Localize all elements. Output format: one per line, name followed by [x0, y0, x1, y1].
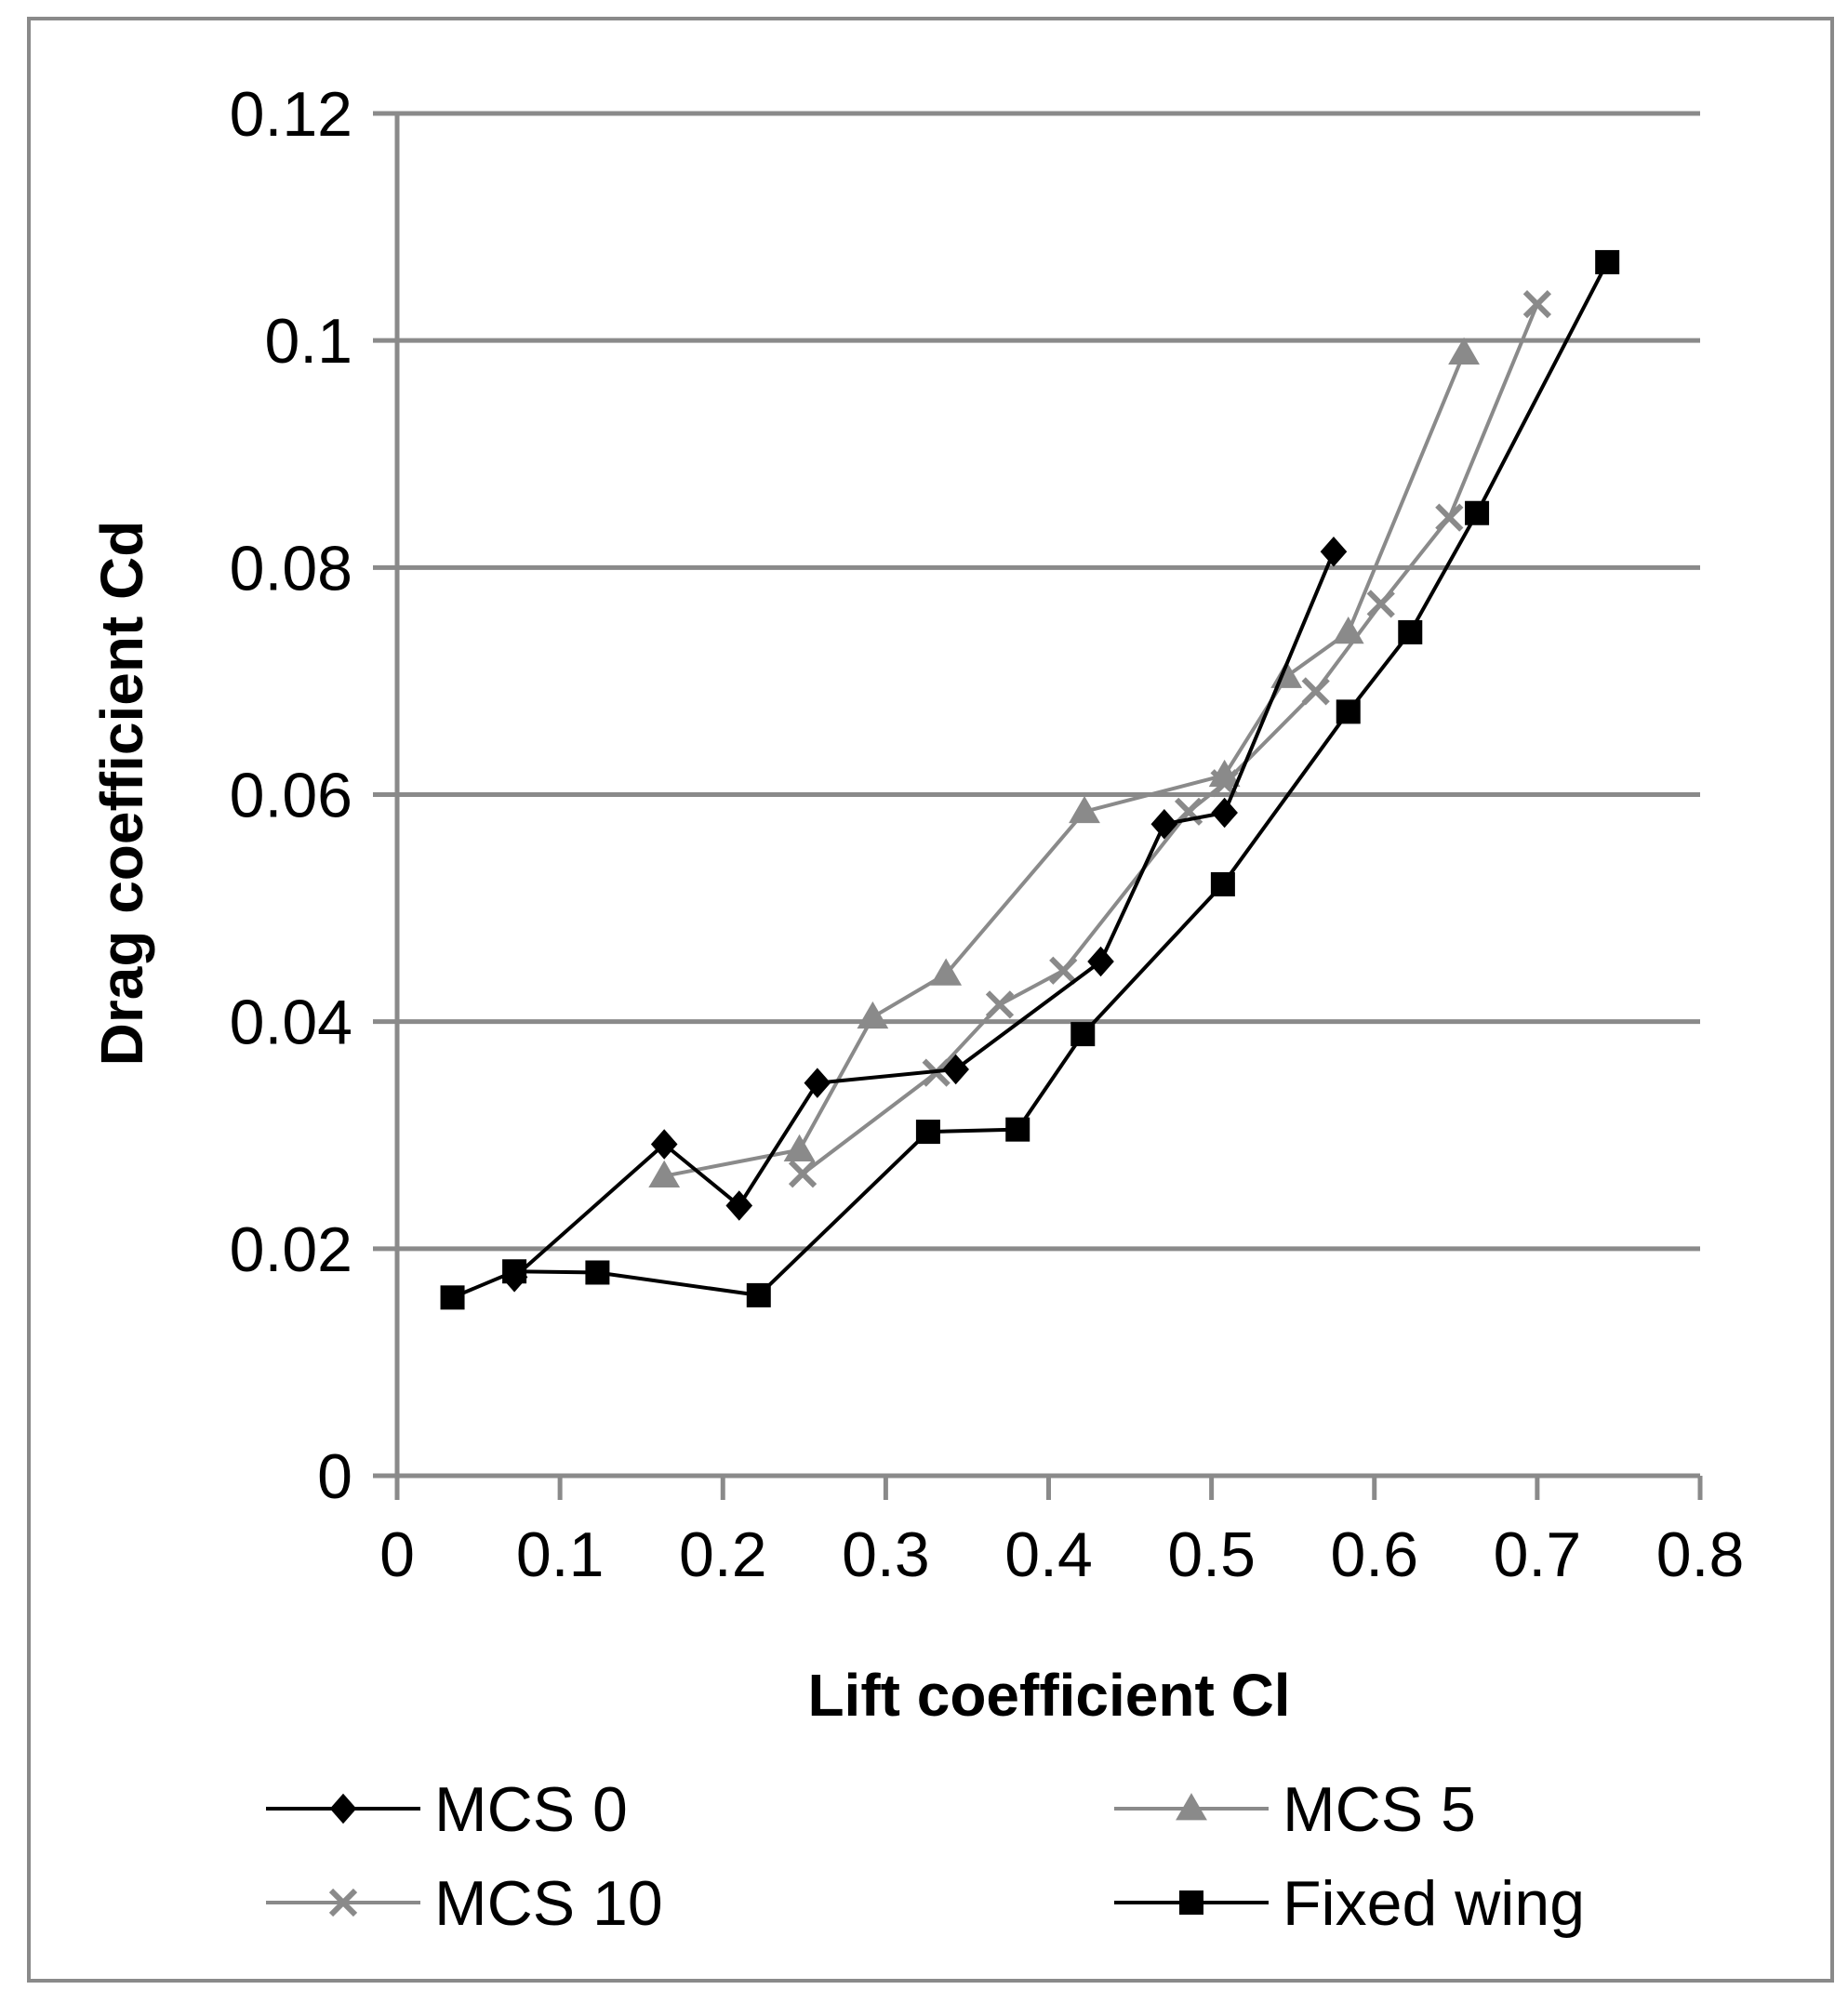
x-marker-stroke	[1210, 769, 1239, 798]
data-point-mcs-10	[1522, 289, 1551, 319]
x-marker-stroke	[1301, 677, 1330, 706]
data-point-mcs-5	[648, 1160, 681, 1188]
chart-border	[27, 17, 1834, 1983]
data-point-mcs-5	[783, 1134, 816, 1161]
data-point-mcs-10	[1049, 956, 1078, 985]
data-point-mcs-10	[985, 990, 1015, 1019]
y-tick-label: 0.08	[230, 533, 352, 604]
legend-label: MCS 5	[1283, 1774, 1476, 1845]
data-point-fixed-wing	[746, 1282, 771, 1307]
data-point-fixed-wing	[1070, 1022, 1096, 1047]
series-fixed-wing	[440, 249, 1620, 1310]
data-point-fixed-wing	[1005, 1117, 1030, 1142]
x-tick-label: 0.3	[842, 1519, 930, 1590]
x-marker-stroke	[788, 1160, 818, 1188]
legend-marker	[328, 1888, 358, 1917]
data-point-fixed-wing	[1595, 249, 1620, 274]
data-point-mcs-5	[930, 958, 963, 986]
data-point-mcs-0	[804, 1068, 831, 1098]
x-tick-label: 0.4	[1004, 1519, 1093, 1590]
data-point-mcs-0	[1211, 797, 1238, 829]
data-point-mcs-10	[1435, 503, 1464, 532]
data-point-mcs-10	[788, 1160, 818, 1188]
y-axis-title: Drag coefficient Cd	[88, 521, 155, 1067]
data-point-mcs-0	[942, 1054, 969, 1085]
data-point-mcs-0	[1150, 808, 1178, 840]
data-point-mcs-10	[1366, 590, 1395, 618]
data-point-mcs-5	[1208, 759, 1241, 788]
legend-item-fixed-wing: Fixed wing	[1114, 1868, 1585, 1939]
legend-marker	[329, 1793, 357, 1824]
x-tick-label: 0	[379, 1519, 415, 1590]
legend-item-mcs-10: MCS 10	[266, 1868, 663, 1939]
data-point-mcs-5	[857, 1001, 889, 1029]
legend-item-mcs-5: MCS 5	[1114, 1774, 1476, 1845]
x-marker-stroke	[1366, 590, 1395, 618]
data-point-mcs-10	[1301, 677, 1330, 706]
data-point-mcs-5	[1069, 795, 1100, 824]
x-marker-stroke	[985, 990, 1015, 1019]
data-point-fixed-wing	[1210, 871, 1235, 896]
x-tick-label: 0.6	[1330, 1519, 1418, 1590]
x-tick-label: 0.5	[1167, 1519, 1256, 1590]
data-point-mcs-0	[1087, 946, 1114, 977]
x-marker-stroke	[1522, 289, 1551, 319]
axes	[373, 111, 1703, 1500]
x-tick-label: 0.7	[1494, 1519, 1582, 1590]
y-tick-label: 0.02	[230, 1214, 352, 1285]
legend-item-mcs-0: MCS 0	[266, 1774, 628, 1845]
legend-label: MCS 0	[434, 1774, 628, 1845]
x-tick-label: 0.1	[516, 1519, 605, 1590]
data-point-fixed-wing	[440, 1285, 465, 1310]
data-point-fixed-wing	[585, 1260, 610, 1285]
y-tick-label: 0.1	[264, 306, 352, 377]
data-series	[440, 249, 1620, 1310]
series-mcs-10	[788, 289, 1551, 1188]
y-tick-label: 0.12	[230, 79, 352, 150]
data-point-fixed-wing	[1398, 619, 1423, 644]
x-marker-stroke	[1435, 503, 1464, 532]
legend-label: MCS 10	[434, 1868, 663, 1939]
data-point-fixed-wing	[915, 1120, 940, 1145]
grid-lines	[397, 111, 1700, 1252]
legend: MCS 0 MCS 5 MCS 10 Fixed wing	[266, 1774, 1585, 1939]
series-line-fixed-wing	[451, 260, 1609, 1300]
y-tick-label: 0.06	[230, 761, 352, 831]
x-marker-stroke	[1049, 956, 1078, 985]
x-tick-label: 0.2	[679, 1519, 767, 1590]
x-axis-title: Lift coefficient Cl	[807, 1662, 1290, 1729]
legend-marker	[1179, 1890, 1203, 1915]
y-tick-label: 0.04	[230, 988, 352, 1058]
data-point-fixed-wing	[1465, 500, 1490, 525]
data-point-mcs-0	[1320, 536, 1348, 567]
data-point-mcs-0	[650, 1129, 678, 1160]
data-point-fixed-wing	[1336, 699, 1361, 724]
data-point-mcs-0	[725, 1190, 753, 1221]
data-point-fixed-wing	[502, 1259, 527, 1284]
tick-labels: 0 0.02 0.04 0.06 0.08 0.1 0.12 0 0.1 0.2 0.3 0.4 0.5…	[230, 79, 1745, 1590]
legend-label: Fixed wing	[1283, 1868, 1585, 1939]
x-marker-stroke	[328, 1888, 358, 1917]
data-point-mcs-5	[1448, 337, 1480, 365]
x-tick-label: 0.8	[1656, 1519, 1745, 1590]
series-line-mcs-10	[801, 303, 1539, 1175]
legend-marker	[1176, 1793, 1207, 1821]
y-tick-label: 0	[317, 1441, 352, 1512]
